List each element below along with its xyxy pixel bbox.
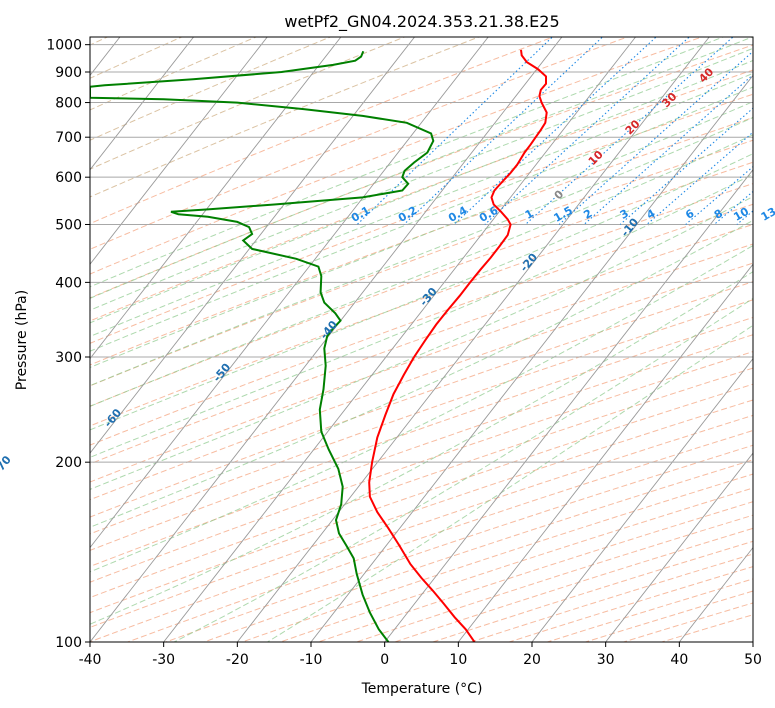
moist-adiabat-line: [90, 153, 753, 431]
dry-adiabat-line: [90, 299, 753, 535]
dry-adiabat-line: [90, 69, 753, 322]
dry-adiabat-line: [90, 243, 753, 483]
y-tick-label: 500: [55, 217, 82, 233]
mixing-ratio-line: [484, 37, 691, 225]
dry-adiabat-line: [90, 223, 753, 465]
dry-adiabat-line: [90, 334, 753, 567]
x-tick-label: -30: [152, 652, 175, 668]
mixing-ratio-label: 13: [759, 205, 775, 224]
moist-adiabat-line: [90, 37, 725, 288]
moist-adiabat-line: [90, 219, 753, 528]
isotherm-line: [310, 74, 753, 642]
isotherm-line: [531, 357, 753, 642]
dry-adiabat-line: [90, 37, 555, 225]
y-axis-label: Pressure (hPa): [14, 290, 30, 390]
chart-title: wetPf2_GN04.2024.353.21.38.E25: [284, 12, 559, 32]
isotherm-line: [236, 37, 710, 642]
moist-adiabat-line: [90, 101, 753, 369]
y-tick-label: 100: [55, 635, 82, 651]
dry-adiabat-line: [90, 37, 183, 79]
line-labels: 0.10.20.40.611.52346810131620253036-100-…: [0, 65, 775, 477]
mixing-ratio-line: [403, 37, 604, 225]
x-tick-label: 40: [670, 652, 688, 668]
x-tick-label: 20: [523, 652, 541, 668]
moist-adiabat-line: [90, 59, 753, 324]
dry-adiabat-line: [90, 37, 704, 275]
mixing-ratio-line: [453, 37, 657, 225]
isotherm-line: [605, 452, 753, 642]
background-lines: [90, 37, 753, 642]
isotherm-line: [163, 37, 637, 642]
mixing-ratio-line: [619, 107, 753, 225]
y-tick-label: 900: [55, 65, 82, 81]
dry-adiabat-line: [90, 37, 481, 198]
isotherm-line: [90, 37, 195, 171]
dewpoint-profile-line: [90, 50, 435, 642]
isotherm-line: [90, 37, 416, 454]
x-tick-label: 10: [449, 652, 467, 668]
mixing-ratio-line: [646, 131, 753, 225]
moist-adiabat-line: [90, 173, 753, 458]
isotherm-line: [90, 37, 342, 360]
y-tick-label: 700: [55, 130, 82, 146]
y-tick-label: 1000: [46, 38, 82, 54]
dry-adiabat-line: [90, 93, 753, 344]
dry-adiabat-line: [90, 37, 629, 250]
y-tick-label: 400: [55, 275, 82, 291]
x-tick-label: -40: [79, 652, 102, 668]
isotherm-line: [457, 263, 753, 642]
moist-adiabat-line: [90, 244, 753, 573]
dry-adiabat-line: [90, 161, 753, 407]
x-tick-label: 30: [597, 652, 615, 668]
isotherm-line: [678, 546, 753, 642]
temperature-profile-line: [368, 49, 548, 642]
moist-adiabat-line: [90, 271, 753, 625]
moist-adiabat-line: [90, 134, 753, 407]
y-tick-label: 300: [55, 350, 82, 366]
moist-adiabat-line: [173, 297, 753, 642]
dry-adiabat-line: [90, 183, 753, 427]
dry-adiabat-line: [90, 367, 753, 599]
x-tick-label: 50: [744, 652, 762, 668]
x-tick-label: -20: [226, 652, 249, 668]
y-tick-label: 600: [55, 170, 82, 186]
moist-adiabat-line: [90, 47, 753, 311]
mixing-ratio-line: [583, 73, 753, 225]
isotherm-line: [90, 37, 268, 265]
isotherm-line: [90, 37, 489, 549]
plot-frame: [89, 36, 754, 643]
x-tick-label: -10: [300, 652, 323, 668]
x-axis-label: Temperature (°C): [361, 681, 483, 697]
profile-lines: [90, 49, 548, 642]
dry-adiabat-line: [90, 139, 753, 387]
x-tick-label: 0: [380, 652, 389, 668]
dry-adiabat-line: [90, 383, 753, 614]
moist-adiabat-line: [90, 37, 753, 299]
y-tick-label: 800: [55, 96, 82, 112]
isotherm-line: [90, 37, 563, 642]
axis-ticks: -40 -30 -20 -10 0 10 20 30 40 50 100 200 300 400 500 60…: [46, 38, 762, 668]
isotherm-line: [384, 169, 753, 642]
dry-adiabat-line: [90, 316, 753, 551]
y-tick-label: 200: [55, 455, 82, 471]
dry-adiabat-line: [90, 281, 753, 518]
moist-adiabat-line: [90, 72, 753, 337]
